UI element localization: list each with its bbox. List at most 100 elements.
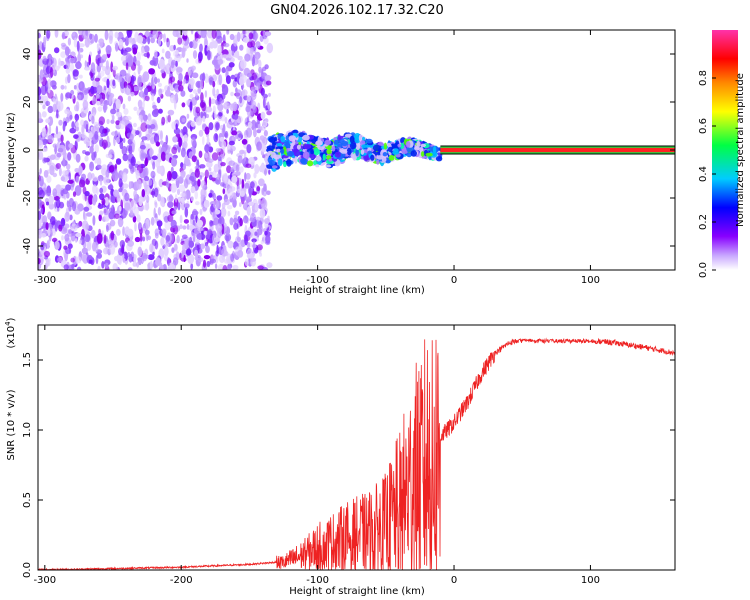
scintillation-speckle xyxy=(228,140,235,146)
scintillation-speckle xyxy=(136,214,141,223)
scintillation-speckle xyxy=(147,254,155,261)
scintillation-speckle xyxy=(78,165,83,176)
snr-x-label: Height of straight line (km) xyxy=(289,586,425,597)
scintillation-speckle xyxy=(204,90,208,98)
scintillation-speckle xyxy=(181,234,188,240)
snr-panel: -300 -200 -100 0 100 0.0 0.5 1.0 1.5 Height of … xyxy=(4,317,676,597)
scintillation-speckle xyxy=(141,110,146,117)
spectrogram-y-label: Frequency (Hz) xyxy=(6,112,17,188)
scintillation-speckle xyxy=(223,198,230,206)
scintillation-speckle xyxy=(233,38,238,47)
scintillation-speckle xyxy=(117,131,121,139)
scintillation-speckle xyxy=(39,175,44,187)
scintillation-speckle xyxy=(197,179,201,187)
scintillation-speckle xyxy=(212,192,216,201)
scintillation-speckle xyxy=(112,79,116,87)
scintillation-speckle xyxy=(92,176,99,182)
transition-blob xyxy=(299,151,305,156)
transition-blob xyxy=(271,165,278,169)
scintillation-speckle xyxy=(199,43,203,53)
scintillation-speckle xyxy=(70,257,75,263)
scintillation-speckle xyxy=(97,106,103,112)
scintillation-speckle xyxy=(194,168,200,178)
scintillation-speckle xyxy=(212,170,217,179)
transition-blob xyxy=(307,160,314,167)
transition-blob xyxy=(310,150,314,155)
scintillation-speckle xyxy=(171,210,177,215)
scintillation-speckle xyxy=(141,74,147,83)
scintillation-speckle xyxy=(160,237,165,246)
scintillation-speckle xyxy=(85,212,93,217)
scintillation-speckle xyxy=(161,116,166,126)
scintillation-speckle xyxy=(65,67,71,74)
scintillation-speckle xyxy=(216,195,223,201)
transition-blob xyxy=(328,158,333,162)
scintillation-speckle xyxy=(105,45,112,55)
scintillation-speckle xyxy=(175,49,179,55)
scintillation-speckle xyxy=(222,188,226,195)
scintillation-speckle xyxy=(133,254,137,266)
scintillation-speckle xyxy=(263,36,269,45)
scintillation-speckle xyxy=(75,125,80,132)
scintillation-speckle xyxy=(156,96,161,104)
scintillation-speckle xyxy=(256,186,261,192)
scintillation-speckle xyxy=(250,86,257,91)
scintillation-speckle xyxy=(231,175,238,184)
scintillation-speckle xyxy=(246,78,252,88)
scintillation-speckle xyxy=(259,252,262,257)
scintillation-speckle xyxy=(216,173,220,180)
scintillation-speckle xyxy=(239,76,244,86)
scintillation-speckle xyxy=(165,50,171,59)
scintillation-speckle xyxy=(54,222,58,232)
scintillation-speckle xyxy=(167,201,174,209)
transition-blob xyxy=(333,139,339,145)
scintillation-speckle xyxy=(156,153,163,163)
scintillation-speckle xyxy=(185,189,191,200)
scintillation-speckle xyxy=(248,252,255,258)
scintillation-speckle xyxy=(149,243,154,253)
scintillation-speckle xyxy=(198,129,204,137)
scintillation-speckle xyxy=(227,205,233,210)
scintillation-speckle xyxy=(58,58,61,69)
scintillation-speckle xyxy=(186,223,190,230)
scintillation-speckle xyxy=(230,167,234,173)
scintillation-speckle xyxy=(137,99,143,109)
scintillation-speckle xyxy=(246,206,251,216)
transition-blob xyxy=(324,139,332,146)
scintillation-speckle xyxy=(67,37,71,46)
transition-blob xyxy=(304,151,310,160)
scintillation-speckle xyxy=(174,194,178,203)
scintillation-speckle xyxy=(64,46,70,56)
scintillation-speckle xyxy=(74,168,80,173)
scintillation-speckle xyxy=(208,174,213,181)
scintillation-speckle xyxy=(189,101,193,111)
scintillation-speckle xyxy=(237,133,242,138)
scintillation-speckle xyxy=(204,144,210,153)
scintillation-speckle xyxy=(150,216,155,226)
x-tick-label: -300 xyxy=(33,575,56,586)
scintillation-speckle xyxy=(144,181,148,193)
scintillation-speckle xyxy=(115,228,121,236)
scintillation-speckle xyxy=(48,195,54,205)
colorbar-tick-label: 0.0 xyxy=(698,262,709,278)
scintillation-speckle xyxy=(69,63,75,72)
scintillation-speckle xyxy=(259,208,266,219)
snr-frame xyxy=(37,324,676,571)
scintillation-speckle xyxy=(119,240,126,248)
scintillation-speckle xyxy=(241,138,248,145)
scintillation-speckle xyxy=(57,138,62,143)
scintillation-speckle xyxy=(138,114,142,121)
scintillation-speckle xyxy=(183,219,189,224)
scintillation-speckle xyxy=(170,76,176,83)
scintillation-speckle xyxy=(134,222,137,232)
scintillation-speckle xyxy=(154,201,158,208)
scintillation-speckle xyxy=(40,243,45,251)
scintillation-speckle xyxy=(220,207,227,218)
scintillation-speckle xyxy=(182,243,186,253)
scintillation-speckle xyxy=(200,188,206,198)
scintillation-speckle xyxy=(84,190,90,197)
scintillation-speckle xyxy=(40,84,47,96)
scintillation-speckle xyxy=(99,187,104,194)
scintillation-speckle xyxy=(91,229,96,239)
